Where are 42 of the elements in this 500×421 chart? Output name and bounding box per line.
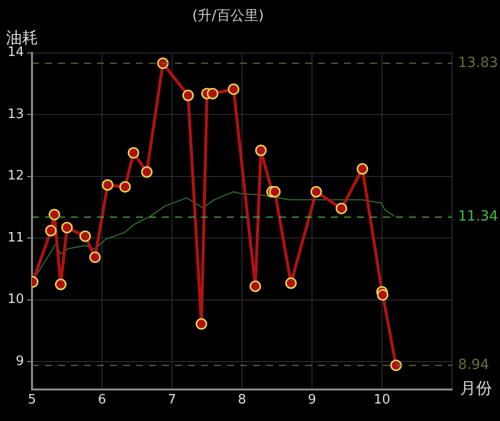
point	[182, 90, 194, 102]
x-tick-label: 10	[374, 392, 390, 408]
y-tick-label: 14	[7, 45, 24, 60]
point	[119, 181, 131, 193]
point	[269, 186, 281, 198]
point	[48, 208, 60, 220]
point	[102, 179, 114, 191]
ref-line-label: 13.83	[458, 54, 498, 71]
point	[206, 88, 218, 100]
x-tick-label: 6	[98, 392, 106, 408]
point	[79, 230, 91, 242]
ref-line-label: 8.94	[458, 356, 490, 373]
x-tick-label: 9	[308, 392, 316, 408]
y-axis-title: 油耗	[6, 28, 38, 47]
ref-line-label: 11.34	[458, 208, 498, 225]
chart-title: (升/百公里)	[192, 8, 264, 24]
point	[310, 186, 322, 198]
point	[61, 222, 73, 234]
point	[336, 202, 348, 214]
point	[390, 360, 402, 372]
point	[196, 318, 208, 330]
point	[128, 147, 140, 159]
point	[356, 163, 368, 175]
y-tick-label: 9	[16, 354, 24, 369]
y-tick-label: 11	[7, 230, 24, 246]
point	[45, 224, 57, 236]
x-tick-label: 5	[28, 392, 36, 408]
x-axis-title: 月份	[460, 378, 492, 398]
point	[250, 280, 262, 292]
point	[285, 277, 297, 289]
y-tick-label: 12	[7, 168, 24, 184]
x-tick-label: 7	[168, 392, 176, 408]
point	[54, 278, 66, 290]
point	[157, 58, 169, 70]
point	[255, 144, 267, 156]
y-tick-label: 10	[7, 292, 24, 308]
y-tick-label: 13	[7, 106, 24, 122]
point	[141, 166, 153, 178]
point	[376, 289, 388, 301]
point	[228, 83, 240, 95]
x-tick-label: 8	[238, 392, 246, 408]
point	[89, 251, 101, 263]
